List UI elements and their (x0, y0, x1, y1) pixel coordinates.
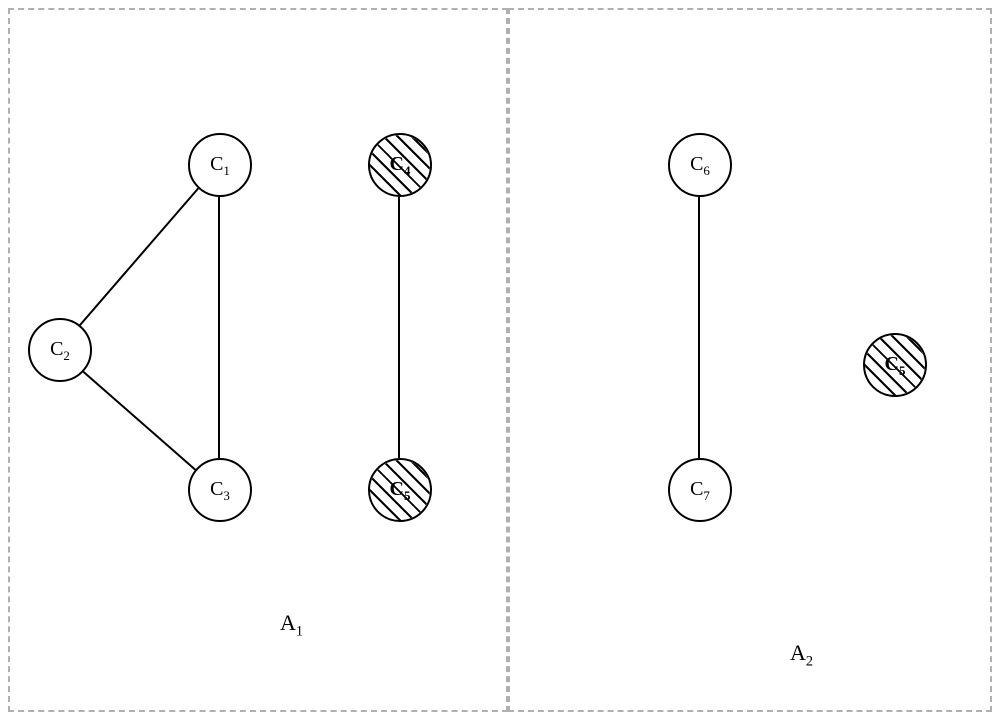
node-c2: C2 (28, 318, 92, 382)
node-label: C6 (690, 154, 710, 177)
region-label-a1: A1 (280, 610, 303, 640)
node-label: C1 (210, 154, 230, 177)
edge-c6-c7 (698, 197, 700, 458)
node-c6: C6 (668, 133, 732, 197)
region-label-a2: A2 (790, 640, 813, 670)
node-c1: C1 (188, 133, 252, 197)
node-label: C2 (50, 339, 70, 362)
node-label: C7 (690, 479, 710, 502)
node-label: C5 (885, 354, 906, 377)
node-c7: C7 (668, 458, 732, 522)
edge-c4-c5a (398, 197, 400, 458)
node-c5b: C5 (863, 333, 927, 397)
node-label: C5 (390, 479, 411, 502)
node-c3: C3 (188, 458, 252, 522)
node-c4: C4 (368, 133, 432, 197)
diagram-canvas: C1 C2 C3 C4 C5 C6 C7 C5 A1 A2 (0, 0, 1000, 720)
node-label: C4 (390, 154, 411, 177)
node-c5a: C5 (368, 458, 432, 522)
node-label: C3 (210, 479, 230, 502)
edge-c1-c3 (218, 197, 220, 458)
